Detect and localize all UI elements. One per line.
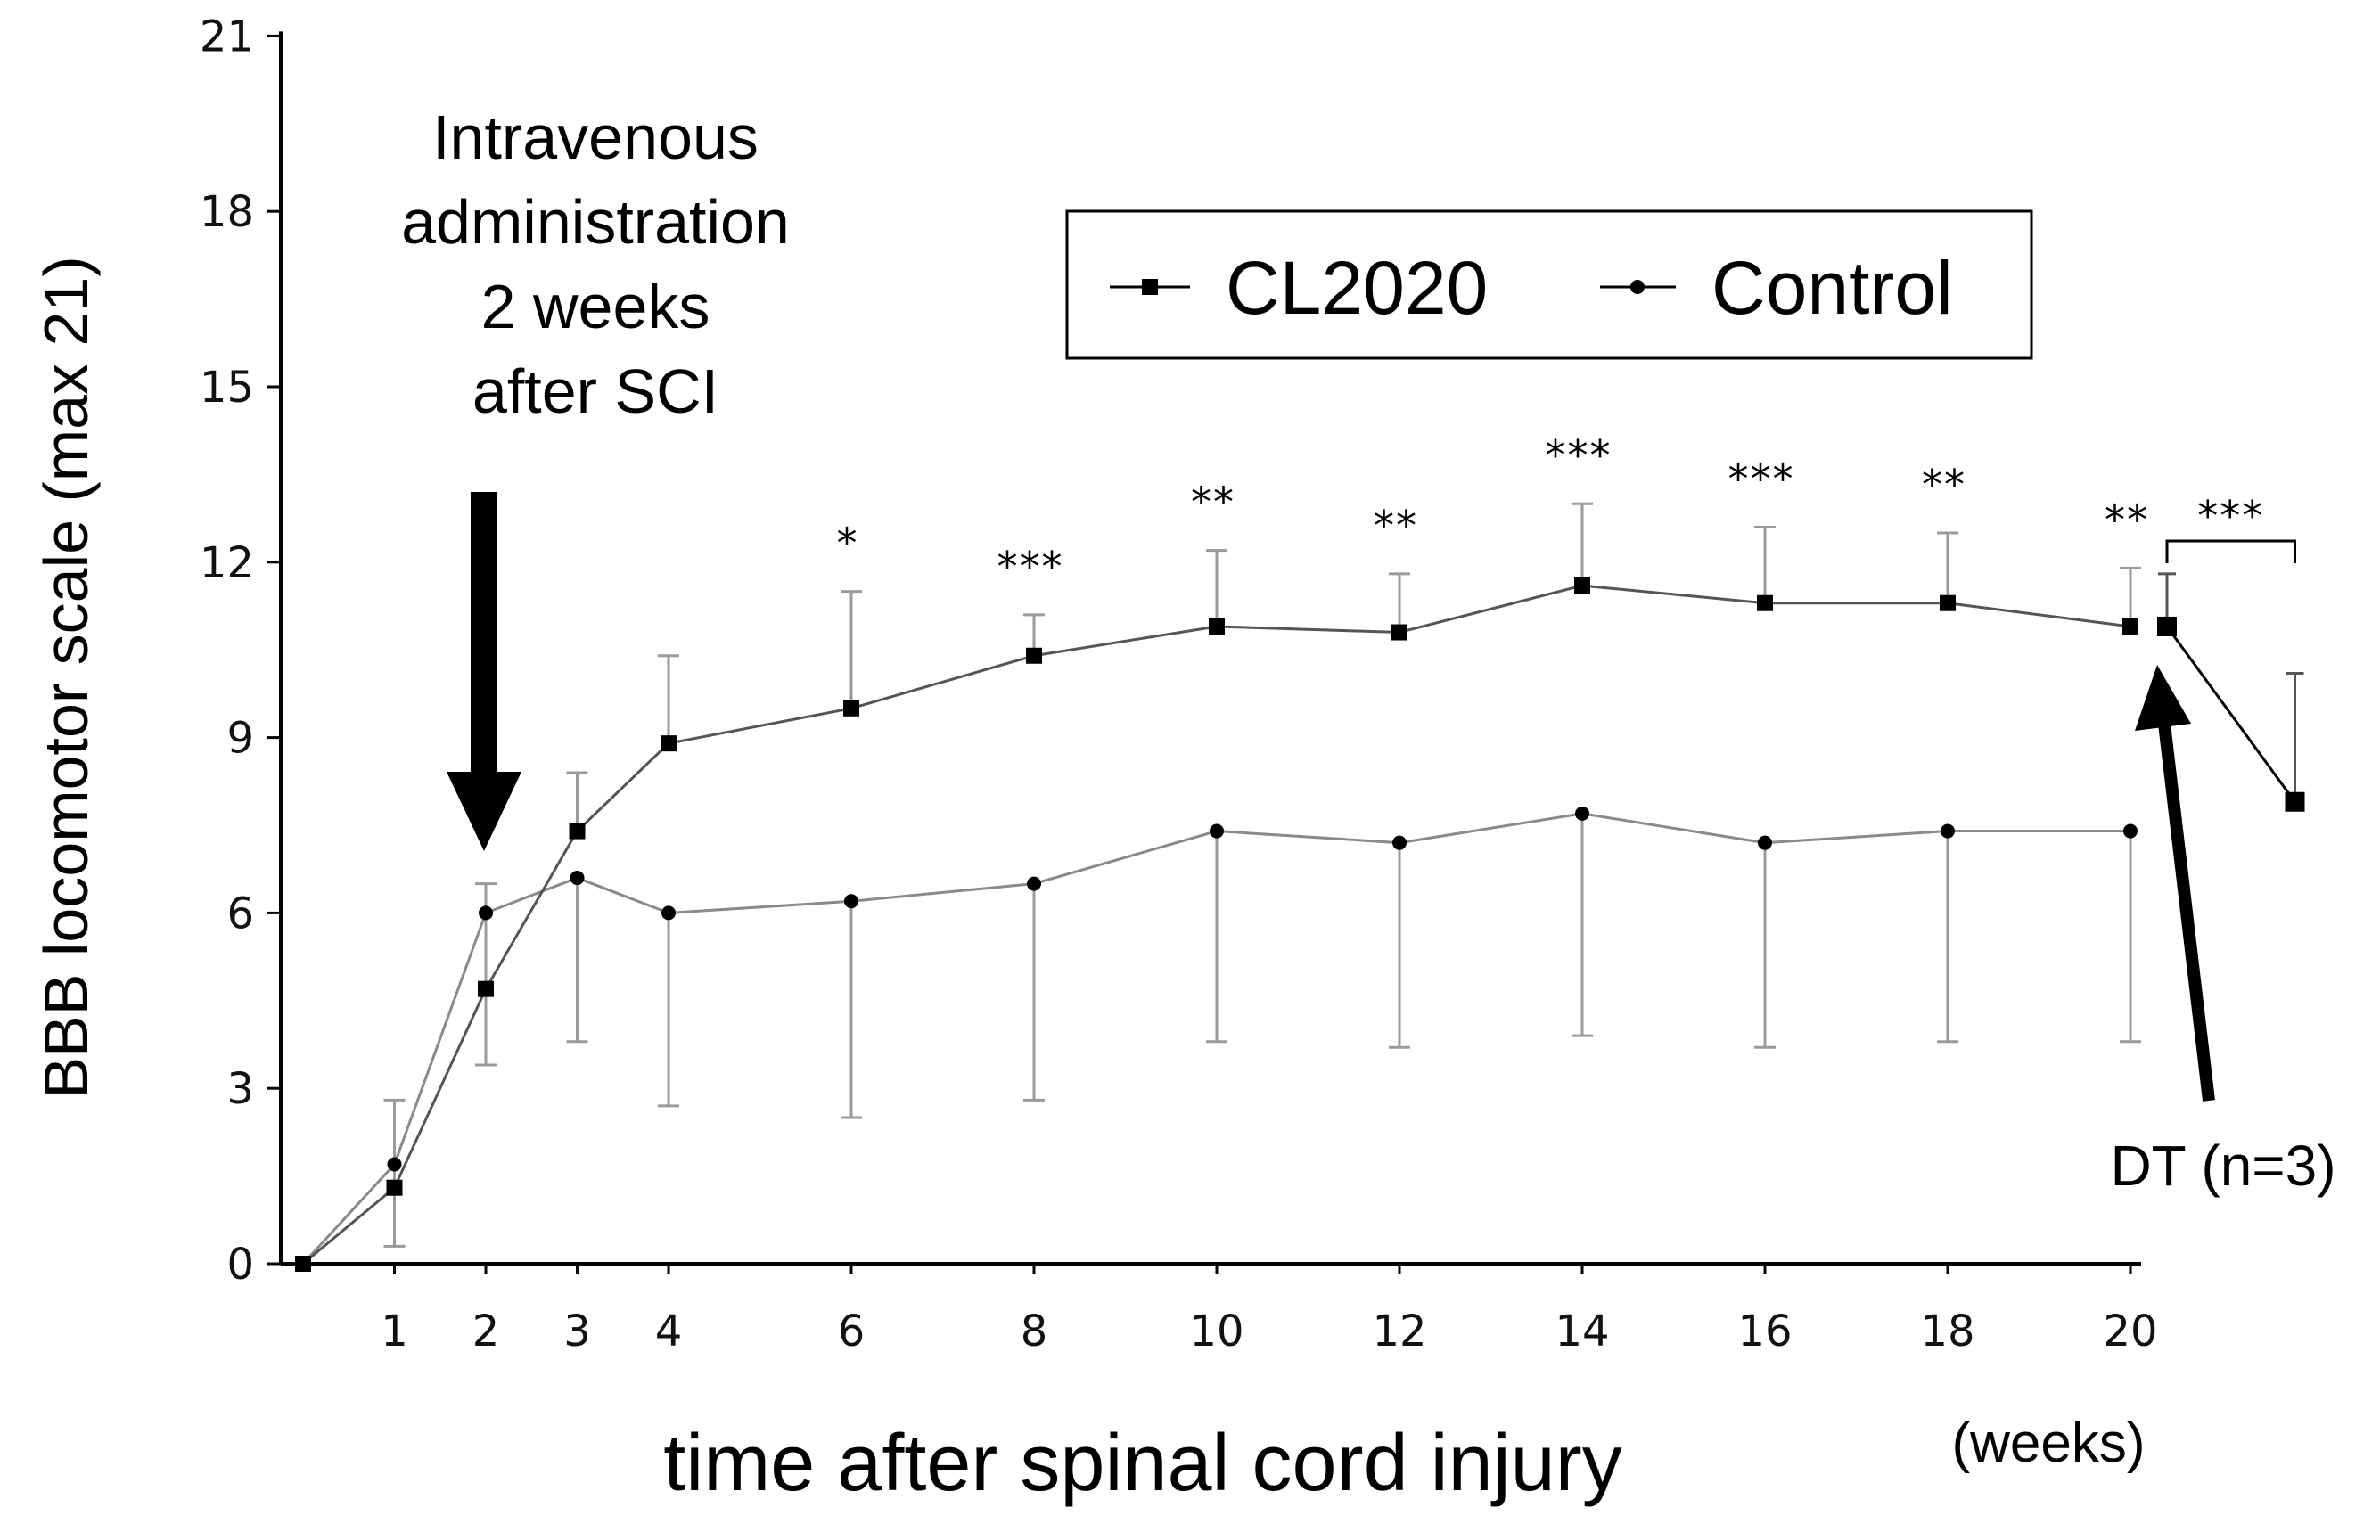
significance-label: * bbox=[837, 520, 859, 568]
y-axis-title: BBB locomotor scale (max 21) bbox=[31, 256, 101, 1098]
legend-label: CL2020 bbox=[1226, 246, 1488, 330]
point-cl2020 bbox=[1940, 594, 1956, 611]
significance-label: *** bbox=[1728, 455, 1795, 503]
x-tick-label: 3 bbox=[563, 1307, 591, 1356]
point-cl2020 bbox=[2122, 618, 2138, 635]
point-cl2020 bbox=[1574, 578, 1590, 594]
dt-significance-label: *** bbox=[2197, 492, 2264, 540]
point-control bbox=[844, 894, 858, 909]
legend-label: Control bbox=[1711, 246, 1953, 330]
x-tick-label: 12 bbox=[1372, 1307, 1426, 1356]
x-tick-label: 18 bbox=[1920, 1307, 1974, 1356]
dt-label: DT (n=3) bbox=[2110, 1134, 2335, 1198]
point-control bbox=[1575, 806, 1589, 821]
x-tick-label: 14 bbox=[1555, 1307, 1609, 1356]
x-tick-label: 20 bbox=[2103, 1307, 2157, 1356]
dt-arrow-shaft bbox=[2158, 723, 2215, 1102]
series-markers bbox=[295, 578, 2305, 1272]
legend: CL2020 Control bbox=[1065, 209, 2033, 360]
point-control bbox=[479, 905, 493, 921]
y-tick-label: 3 bbox=[226, 1064, 254, 1114]
point-control bbox=[661, 905, 676, 921]
legend-box bbox=[1065, 209, 2033, 360]
y-tick-label: 18 bbox=[200, 187, 254, 237]
point-control bbox=[1027, 876, 1041, 891]
significance-label: *** bbox=[1546, 431, 1613, 479]
y-tick-label: 9 bbox=[226, 714, 254, 764]
x-tick-label: 8 bbox=[1021, 1307, 1048, 1356]
legend-swatch-marker bbox=[1142, 279, 1158, 295]
annotation-line: administration bbox=[401, 187, 790, 257]
error-bars bbox=[383, 502, 2304, 1248]
significance-labels: **** ***** ***** *** **** bbox=[837, 431, 2264, 591]
point-cl2020 bbox=[386, 1179, 403, 1196]
y-tick-label: 0 bbox=[226, 1240, 254, 1290]
point-control bbox=[1392, 835, 1407, 850]
annotation-line: Intravenous bbox=[432, 102, 759, 172]
point-control bbox=[570, 871, 585, 886]
point-control bbox=[1210, 823, 1224, 839]
point-control bbox=[1758, 835, 1772, 850]
significance-label: ** bbox=[1374, 502, 1418, 550]
point-cl2020 bbox=[569, 823, 586, 840]
significance-label: *** bbox=[997, 543, 1064, 591]
dt-significance-bracket bbox=[2165, 539, 2296, 563]
y-tick-label: 6 bbox=[226, 889, 254, 938]
series-lines bbox=[301, 584, 2296, 1266]
significance-label: ** bbox=[1191, 479, 1235, 527]
x-tick-label: 10 bbox=[1189, 1307, 1243, 1356]
point-control bbox=[387, 1157, 402, 1172]
x-tick-label: 2 bbox=[472, 1307, 500, 1356]
administration-arrow-shaft bbox=[471, 492, 497, 777]
point-cl2020 bbox=[295, 1256, 311, 1272]
y-tick-label: 12 bbox=[200, 538, 254, 588]
x-tick-label: 6 bbox=[838, 1307, 866, 1356]
x-tick-label: 16 bbox=[1737, 1307, 1792, 1356]
point-cl2020 bbox=[661, 735, 677, 752]
point-cl2020 bbox=[843, 700, 859, 717]
y-tick-label: 15 bbox=[200, 363, 254, 413]
point-cl2020 bbox=[1757, 594, 1773, 611]
x-axis-unit: (weeks) bbox=[1951, 1413, 2145, 1474]
annotation-line: after SCI bbox=[472, 356, 718, 426]
administration-arrow-head bbox=[447, 772, 521, 851]
x-tick-label: 4 bbox=[655, 1307, 683, 1356]
point-dt bbox=[2285, 791, 2305, 812]
annotations: DT (n=3) Intravenous administration 2 weeks… bbox=[401, 102, 2335, 1198]
x-tick-label: 1 bbox=[381, 1307, 408, 1356]
line-dt bbox=[2165, 626, 2296, 803]
legend-swatch-marker bbox=[1630, 280, 1645, 294]
point-control bbox=[1941, 823, 1955, 839]
point-cl2020 bbox=[1026, 647, 1042, 664]
significance-label: ** bbox=[2105, 496, 2149, 544]
annotation-line: 2 weeks bbox=[481, 272, 710, 341]
point-dt bbox=[2157, 616, 2177, 636]
y-tick-label: 21 bbox=[200, 12, 254, 61]
dt-arrow-head bbox=[2135, 665, 2191, 731]
point-cl2020 bbox=[1209, 618, 1225, 635]
point-cl2020 bbox=[478, 980, 494, 997]
point-control bbox=[2123, 823, 2138, 839]
axes bbox=[267, 31, 2141, 1274]
significance-label: ** bbox=[1922, 461, 1966, 509]
x-axis-title: time after spinal cord injury bbox=[663, 1419, 1621, 1508]
point-cl2020 bbox=[1391, 624, 1407, 641]
